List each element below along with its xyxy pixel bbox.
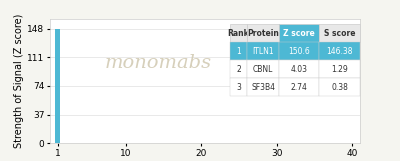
Text: monomabs: monomabs <box>105 54 212 72</box>
Y-axis label: Strength of Signal (Z score): Strength of Signal (Z score) <box>14 14 24 148</box>
Bar <box>55 29 60 143</box>
